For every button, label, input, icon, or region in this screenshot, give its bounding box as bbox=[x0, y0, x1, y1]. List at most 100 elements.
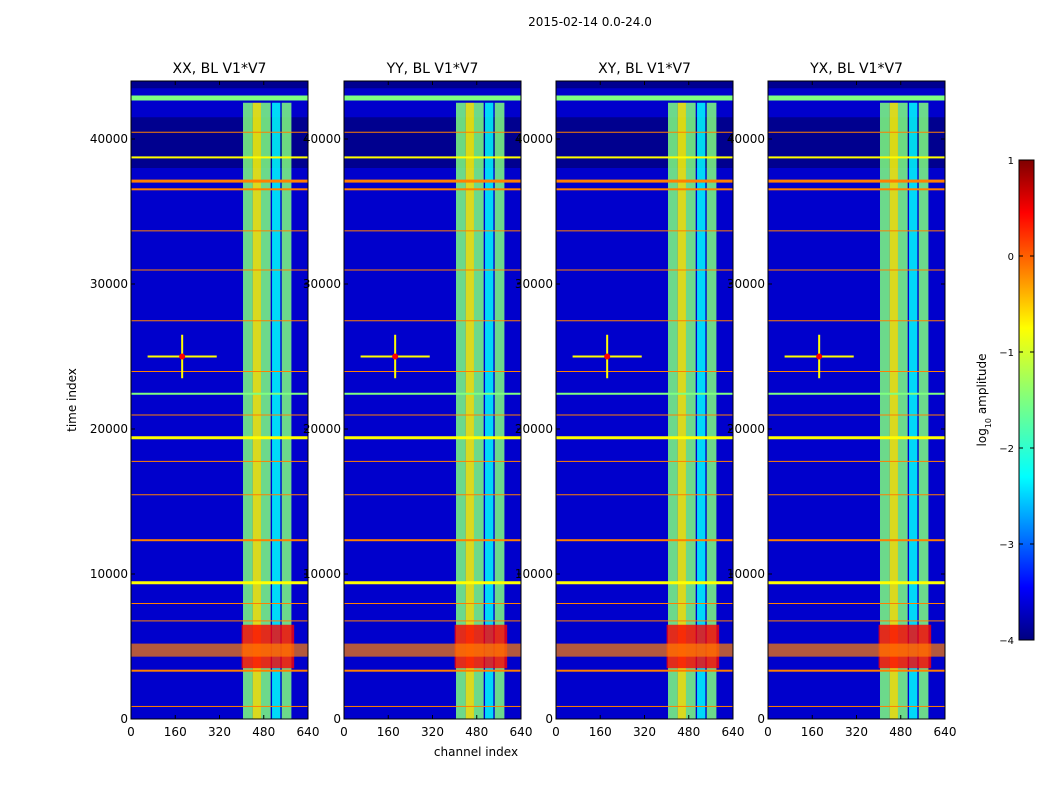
rfi-channel-block bbox=[272, 102, 281, 719]
panel-3: XY, BL V1*V7 0 160 320 480 640 0 10000 20000 3000… bbox=[515, 61, 745, 739]
colorbar-label-sub: 10 bbox=[984, 418, 993, 428]
panel-1: XX, BL V1*V7 0 160 320 480 640 0 10000 20000 3000… bbox=[90, 61, 320, 739]
x-tick-label: 480 bbox=[889, 725, 912, 739]
flag-line bbox=[131, 131, 308, 133]
x-tick-label: 320 bbox=[421, 725, 444, 739]
flag-line bbox=[768, 705, 945, 707]
x-tick-label: 320 bbox=[845, 725, 868, 739]
flag-line bbox=[131, 188, 308, 191]
flag-line bbox=[768, 188, 945, 191]
source-peak bbox=[816, 353, 823, 360]
flag-line bbox=[131, 269, 308, 271]
y-tick-label: 10000 bbox=[303, 567, 341, 581]
colorbar-tick-label: −4 bbox=[999, 636, 1014, 647]
y-tick-label: 40000 bbox=[90, 132, 128, 146]
source-peak bbox=[392, 353, 399, 360]
y-tick-label: 40000 bbox=[303, 132, 341, 146]
rfi-channel-block bbox=[909, 102, 918, 719]
noise-band bbox=[556, 168, 733, 284]
flag-line bbox=[344, 460, 521, 462]
figure-suptitle: 2015-02-14 0.0-24.0 bbox=[528, 15, 652, 29]
noise-band bbox=[344, 168, 521, 284]
x-tick-label: 0 bbox=[127, 725, 135, 739]
flag-line bbox=[344, 269, 521, 271]
panel-title: YY, BL V1*V7 bbox=[386, 61, 479, 77]
colorbar: 10−1−2−3−4 log10 amplitude bbox=[975, 156, 1035, 647]
flag-line bbox=[131, 156, 308, 159]
y-tick-label: 10000 bbox=[515, 567, 553, 581]
flag-line bbox=[344, 188, 521, 191]
flag-line bbox=[131, 603, 308, 604]
flag-line bbox=[344, 669, 521, 672]
flag-line bbox=[768, 131, 945, 133]
flag-line bbox=[344, 539, 521, 542]
y-tick-label: 0 bbox=[545, 712, 553, 726]
flag-line bbox=[344, 436, 521, 440]
flag-line bbox=[768, 669, 945, 672]
flag-line bbox=[344, 620, 521, 622]
flag-line bbox=[556, 460, 733, 462]
panel-title: YX, BL V1*V7 bbox=[809, 61, 903, 77]
colorbar-label-rest: amplitude bbox=[975, 354, 989, 418]
noise-band bbox=[556, 88, 733, 118]
rfi-channel-block bbox=[252, 102, 261, 719]
colorbar-gradient bbox=[1018, 159, 1035, 641]
flag-line bbox=[344, 320, 521, 322]
colorbar-label-base: log bbox=[975, 428, 989, 446]
flag-line bbox=[768, 371, 945, 372]
flag-line bbox=[344, 494, 521, 496]
rfi-channel-block bbox=[889, 102, 898, 719]
flag-line bbox=[768, 494, 945, 496]
y-tick-label: 0 bbox=[757, 712, 765, 726]
noise-band bbox=[131, 168, 308, 284]
flag-line bbox=[131, 392, 308, 395]
panel-title: XX, BL V1*V7 bbox=[173, 61, 267, 77]
flag-line bbox=[768, 620, 945, 622]
flag-line bbox=[344, 392, 521, 395]
noise-band bbox=[344, 88, 521, 118]
rfi-channel-block bbox=[281, 102, 292, 719]
rfi-channel-block bbox=[668, 102, 678, 719]
x-tick-label: 640 bbox=[297, 725, 320, 739]
x-tick-label: 160 bbox=[589, 725, 612, 739]
flag-line bbox=[768, 581, 945, 585]
flag-line bbox=[768, 320, 945, 322]
x-axis-label: channel index bbox=[434, 745, 518, 759]
flag-line bbox=[768, 179, 945, 183]
colorbar-ticks: 1 0 −1 −2 −3 −4 bbox=[999, 156, 1034, 647]
flag-line bbox=[131, 179, 308, 183]
colorbar-label: log10 amplitude bbox=[975, 354, 993, 447]
flag-line bbox=[556, 269, 733, 271]
noise-band bbox=[131, 88, 308, 118]
flag-line bbox=[131, 705, 308, 707]
x-tick-label: 0 bbox=[340, 725, 348, 739]
x-tick-label: 640 bbox=[510, 725, 533, 739]
y-axis-label: time index bbox=[65, 368, 79, 432]
intense-band bbox=[556, 643, 733, 657]
flag-line bbox=[131, 320, 308, 322]
y-tick-label: 20000 bbox=[727, 422, 765, 436]
y-tick-label: 20000 bbox=[303, 422, 341, 436]
flag-line bbox=[768, 414, 945, 416]
x-tick-label: 320 bbox=[633, 725, 656, 739]
x-tick-label: 480 bbox=[252, 725, 275, 739]
flag-line bbox=[556, 669, 733, 672]
colorbar-tick-label: −1 bbox=[999, 348, 1014, 359]
x-tick-label: 320 bbox=[208, 725, 231, 739]
y-tick-label: 30000 bbox=[727, 277, 765, 291]
flag-line bbox=[556, 371, 733, 372]
x-tick-label: 160 bbox=[377, 725, 400, 739]
flag-line bbox=[768, 95, 945, 101]
flag-line bbox=[131, 460, 308, 462]
flag-line bbox=[556, 436, 733, 440]
colorbar-tick-label: 1 bbox=[1008, 156, 1014, 167]
flag-line bbox=[556, 705, 733, 707]
flag-line bbox=[556, 620, 733, 622]
flag-line bbox=[344, 414, 521, 416]
intense-band bbox=[768, 643, 945, 657]
rfi-channel-block bbox=[243, 102, 253, 719]
rfi-channel-block bbox=[465, 102, 474, 719]
flag-line bbox=[344, 179, 521, 183]
flag-line bbox=[344, 581, 521, 585]
panel-title: XY, BL V1*V7 bbox=[598, 61, 691, 77]
